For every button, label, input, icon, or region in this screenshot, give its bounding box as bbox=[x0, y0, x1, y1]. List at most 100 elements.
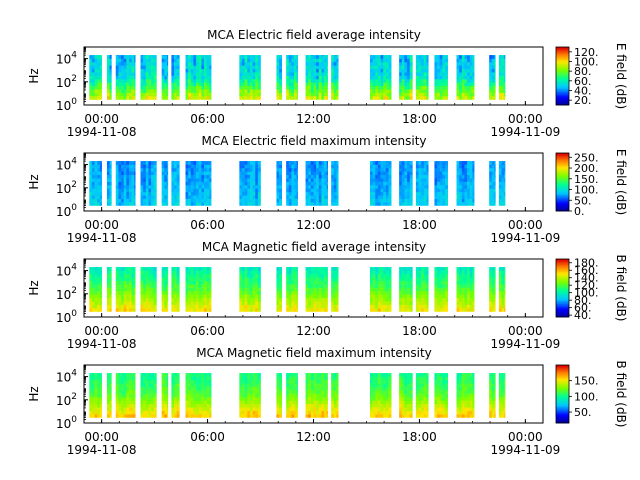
colorbar-segment bbox=[556, 303, 569, 306]
colorbar-segment bbox=[556, 414, 569, 417]
colorbar-segment bbox=[556, 76, 569, 78]
x-tick-label: 06:00 bbox=[190, 324, 225, 338]
x-tick-label: 00:00 bbox=[84, 112, 119, 126]
x-date-label-end: 1994-11-09 bbox=[490, 443, 560, 457]
chart-title: MCA Electric field maximum intensity bbox=[201, 134, 426, 148]
colorbar-segment bbox=[556, 182, 569, 184]
colorbar: 50. 100. 150. B field (dB) bbox=[555, 361, 628, 427]
colorbar-segment bbox=[556, 385, 569, 388]
colorbar-segment bbox=[556, 57, 569, 59]
colorbar-segment bbox=[556, 259, 569, 261]
colorbar-segment bbox=[556, 266, 569, 269]
colorbar-segment bbox=[556, 93, 569, 96]
x-date-label-start: 1994-11-08 bbox=[67, 443, 137, 457]
colorbar-segment bbox=[556, 267, 569, 270]
colorbar-segment bbox=[556, 285, 569, 287]
y-axis-label: Hz bbox=[27, 174, 41, 189]
colorbar-segment bbox=[556, 49, 569, 52]
x-tick-label: 00:00 bbox=[508, 324, 543, 338]
colorbar-segment bbox=[556, 366, 569, 369]
x-date-label-start: 1994-11-08 bbox=[67, 231, 137, 245]
colorbar-segment bbox=[556, 54, 569, 57]
colorbar-segment bbox=[556, 189, 569, 192]
x-tick-label: 12:00 bbox=[296, 324, 331, 338]
y-tick-label: 102 bbox=[56, 286, 77, 302]
colorbar-segment bbox=[556, 408, 569, 411]
colorbar-segment bbox=[556, 386, 569, 389]
colorbar-segment bbox=[556, 87, 569, 90]
colorbar-segment bbox=[556, 64, 569, 67]
colorbar-segment bbox=[556, 277, 569, 280]
colorbar-segment bbox=[556, 100, 569, 103]
colorbar-segment bbox=[556, 372, 569, 375]
colorbar-segment bbox=[556, 195, 569, 197]
colorbar-segment bbox=[556, 167, 569, 170]
colorbar-segment bbox=[556, 99, 569, 102]
colorbar-segment bbox=[556, 208, 569, 210]
colorbar-segment bbox=[556, 421, 569, 424]
colorbar-segment bbox=[556, 202, 569, 205]
colorbar-segment bbox=[556, 179, 569, 181]
colorbar-tick-label: 80. bbox=[574, 294, 592, 307]
y-tick-label: 104 bbox=[56, 157, 77, 173]
colorbar-segment bbox=[556, 311, 569, 314]
spectrogram bbox=[89, 161, 506, 206]
x-date-label-end: 1994-11-09 bbox=[490, 125, 560, 139]
colorbar-segment bbox=[556, 302, 569, 305]
colorbar-segment bbox=[556, 197, 569, 200]
colorbar-frame bbox=[555, 364, 570, 424]
spectrogram bbox=[89, 267, 506, 312]
colorbar-segment bbox=[556, 276, 569, 279]
chart-title: MCA Electric field average intensity bbox=[207, 28, 421, 42]
colorbar-segment bbox=[556, 70, 569, 73]
colorbar-segment bbox=[556, 71, 569, 74]
colorbar-segment bbox=[556, 370, 569, 373]
y-tick-label: 100 bbox=[56, 97, 77, 113]
colorbar-segment bbox=[556, 157, 569, 160]
colorbar-segment bbox=[556, 47, 569, 49]
colorbar-segment bbox=[556, 312, 569, 315]
colorbar-segment bbox=[556, 102, 569, 104]
colorbar-tick-label: 60. bbox=[574, 302, 592, 315]
colorbar-segment bbox=[556, 60, 569, 62]
colorbar-segment bbox=[556, 273, 569, 276]
colorbar-segment bbox=[556, 160, 569, 163]
colorbar-segment bbox=[556, 81, 569, 84]
colorbar-segment bbox=[556, 394, 569, 396]
colorbar-segment bbox=[556, 288, 569, 290]
colorbar-tick-label: 250. bbox=[574, 151, 599, 164]
colorbar-label: E field (dB) bbox=[614, 43, 628, 109]
x-tick-label: 18:00 bbox=[402, 324, 437, 338]
colorbar-tick-label: 20. bbox=[574, 94, 592, 107]
y-tick-label: 104 bbox=[56, 51, 77, 67]
colorbar-segment bbox=[556, 420, 569, 422]
colorbar-segment bbox=[556, 402, 569, 405]
colorbar-segment bbox=[556, 298, 569, 300]
colorbar-frame bbox=[555, 258, 570, 318]
colorbar-segment bbox=[556, 90, 569, 93]
colorbar-segment bbox=[556, 412, 569, 415]
x-tick-label: 12:00 bbox=[296, 430, 331, 444]
y-tick-label: 102 bbox=[56, 392, 77, 408]
colorbar-tick-label: 60. bbox=[574, 75, 592, 88]
colorbar-tick-label: 40. bbox=[574, 85, 592, 98]
colorbar-tick-label: 40. bbox=[574, 309, 592, 322]
colorbar-tick-label: 160. bbox=[574, 264, 599, 277]
colorbar-segment bbox=[556, 166, 569, 168]
colorbar-tick-label: 120. bbox=[574, 46, 599, 59]
colorbar-segment bbox=[556, 369, 569, 372]
colorbar-tick-label: 100. bbox=[574, 184, 599, 197]
x-tick-label: 18:00 bbox=[402, 218, 437, 232]
colorbar-segment bbox=[556, 83, 569, 86]
y-tick-label: 102 bbox=[56, 180, 77, 196]
x-date-label-end: 1994-11-09 bbox=[490, 337, 560, 351]
colorbar-segment bbox=[556, 89, 569, 91]
x-tick-label: 18:00 bbox=[402, 112, 437, 126]
colorbar-segment bbox=[556, 187, 569, 190]
colorbar-segment bbox=[556, 52, 569, 55]
colorbar-segment bbox=[556, 292, 569, 295]
colorbar-segment bbox=[556, 94, 569, 97]
colorbar-segment bbox=[556, 272, 569, 274]
colorbar-segment bbox=[556, 161, 569, 164]
colorbar-segment bbox=[556, 376, 569, 379]
